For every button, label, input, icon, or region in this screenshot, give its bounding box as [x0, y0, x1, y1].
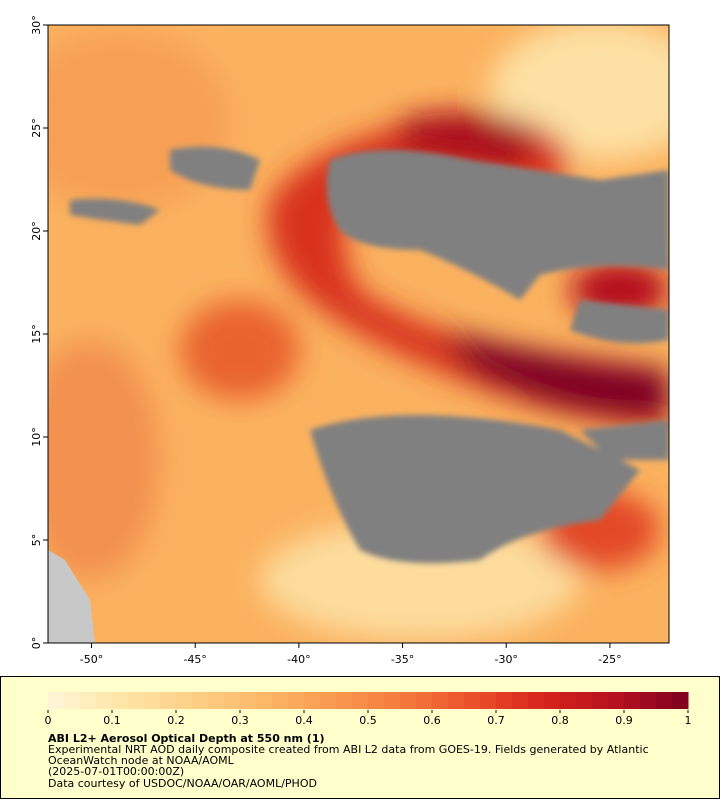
colorbar-step	[96, 692, 113, 709]
colorbar-step	[480, 692, 497, 709]
x-tick-label: -30°	[494, 653, 517, 666]
colorbar-step	[304, 692, 321, 709]
colorbar-step	[384, 692, 401, 709]
colorbar-tick-label: 1	[685, 714, 692, 727]
colorbar-step	[256, 692, 273, 709]
colorbar-step	[448, 692, 465, 709]
colorbar-step	[560, 692, 577, 709]
y-tick-label: 20°	[30, 221, 43, 241]
y-tick-label: 15°	[30, 324, 43, 344]
colorbar-tick-label: 0.4	[295, 714, 313, 727]
x-tick-label: -40°	[287, 653, 310, 666]
colorbar-step	[112, 692, 129, 709]
legend-title: ABI L2+ Aerosol Optical Depth at 550 nm …	[48, 732, 325, 745]
colorbar: 0 0.1 0.2 0.3 0.4 0.5 0.6 0.7 0.8 0.9 1	[45, 692, 692, 727]
colorbar-step	[272, 692, 289, 709]
colorbar-step	[432, 692, 449, 709]
colorbar-step	[464, 692, 481, 709]
colorbar-tick-label: 0.5	[359, 714, 377, 727]
colorbar-step	[176, 692, 193, 709]
colorbar-step	[160, 692, 177, 709]
colorbar-step	[336, 692, 353, 709]
colorbar-step	[224, 692, 241, 709]
x-tick-label: -35°	[391, 653, 414, 666]
colorbar-step	[288, 692, 305, 709]
colorbar-tick-label: 0	[45, 714, 52, 727]
colorbar-step	[64, 692, 81, 709]
x-tick-label: -45°	[183, 653, 206, 666]
colorbar-step	[496, 692, 513, 709]
colorbar-step	[352, 692, 369, 709]
colorbar-tick-label: 0.8	[551, 714, 569, 727]
y-tick-label: 30°	[30, 15, 43, 35]
colorbar-step	[592, 692, 609, 709]
colorbar-step	[512, 692, 529, 709]
colorbar-tick-label: 0.9	[615, 714, 633, 727]
y-tick-label: 10°	[30, 427, 43, 447]
colorbar-step	[544, 692, 561, 709]
colorbar-step	[80, 692, 97, 709]
legend-line: Data courtesy of USDOC/NOAA/OAR/AOML/PHO…	[48, 777, 317, 790]
legend-line: (2025-07-01T00:00:00Z)	[48, 765, 184, 778]
colorbar-step	[416, 692, 433, 709]
legend-line: OceanWatch node at NOAA/AOML	[48, 754, 235, 767]
x-tick-label: -25°	[598, 653, 621, 666]
colorbar-step	[320, 692, 337, 709]
y-tick-label: 5°	[30, 534, 43, 547]
colorbar-step	[48, 692, 65, 709]
colorbar-tick-label: 0.1	[103, 714, 121, 727]
x-tick-label: -50°	[80, 653, 103, 666]
colorbar-step	[192, 692, 209, 709]
legend-line: Experimental NRT AOD daily composite cre…	[48, 743, 649, 756]
colorbar-step	[368, 692, 385, 709]
colorbar-step	[576, 692, 593, 709]
colorbar-step	[528, 692, 545, 709]
colorbar-tick-label: 0.2	[167, 714, 185, 727]
map-image	[48, 25, 669, 643]
colorbar-tick-label: 0.3	[231, 714, 249, 727]
y-tick-label: 25°	[30, 118, 43, 138]
colorbar-step	[672, 692, 689, 709]
colorbar-step	[624, 692, 641, 709]
colorbar-step	[640, 692, 657, 709]
colorbar-step	[144, 692, 161, 709]
colorbar-step	[400, 692, 417, 709]
axes: -50° -45° -40° -35° -30° -25° 0° 5° 10° 15° 20° 25°…	[30, 15, 622, 666]
colorbar-step	[240, 692, 257, 709]
colorbar-step	[608, 692, 625, 709]
colorbar-step	[128, 692, 145, 709]
colorbar-tick-label: 0.6	[423, 714, 441, 727]
y-tick-label: 0°	[30, 637, 43, 650]
colorbar-step	[656, 692, 673, 709]
colorbar-step	[208, 692, 225, 709]
colorbar-tick-label: 0.7	[487, 714, 505, 727]
